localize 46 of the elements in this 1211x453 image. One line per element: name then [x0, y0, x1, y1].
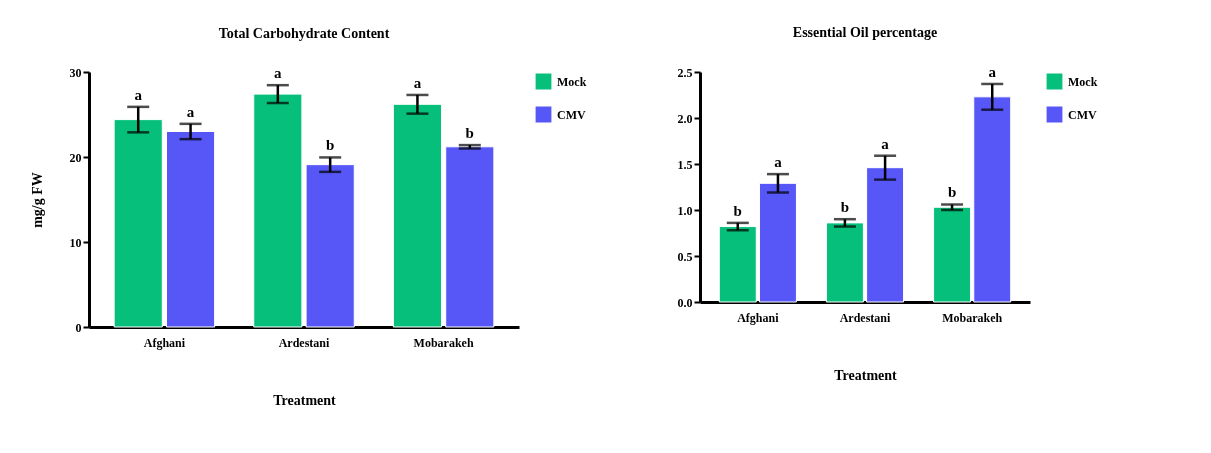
bar — [758, 182, 797, 303]
data-label: a — [881, 135, 890, 152]
x-axis-title: Treatment — [273, 392, 337, 408]
bar — [445, 146, 495, 328]
x-tick-label: Afghani — [737, 310, 780, 325]
data-label: b — [947, 184, 957, 201]
y-tick-label: 1.0 — [677, 203, 693, 218]
data-label: a — [274, 65, 283, 82]
y-axis-title: mg/g FW — [29, 172, 45, 228]
y-tick-label: 30 — [69, 65, 82, 80]
legend-label: Mock — [557, 74, 587, 89]
bar — [973, 96, 1012, 303]
bar — [165, 131, 216, 328]
y-tick-label: 2.0 — [677, 111, 693, 126]
data-label: a — [134, 86, 143, 103]
bar — [305, 164, 355, 328]
data-label: b — [326, 137, 335, 154]
legend-label: CMV — [557, 107, 586, 122]
chart-title: Total Carbohydrate Content — [218, 26, 390, 41]
data-label: a — [413, 74, 422, 91]
data-label: b — [465, 125, 474, 142]
x-tick-label: Ardestani — [839, 310, 891, 325]
y-tick-label: 0 — [75, 320, 82, 335]
data-label: b — [733, 202, 742, 219]
bar — [392, 103, 443, 328]
y-tick-label: 0.5 — [677, 249, 693, 264]
y-tick-label: 10 — [69, 235, 82, 250]
x-tick-label: Ardestani — [278, 335, 330, 350]
x-tick-label: Mobarakeh — [413, 335, 474, 350]
bar — [866, 167, 905, 303]
data-label: a — [988, 63, 997, 80]
legend-label: CMV — [1068, 107, 1097, 122]
x-tick-label: Mobarakeh — [942, 310, 1003, 325]
y-tick-label: 20 — [69, 150, 82, 165]
x-axis-title: Treatment — [834, 367, 898, 383]
data-label: b — [840, 199, 850, 216]
data-label: a — [186, 103, 195, 120]
data-label: a — [774, 154, 783, 171]
bar — [113, 119, 163, 328]
chart-title: Essential Oil percentage — [792, 24, 938, 40]
bar — [253, 93, 303, 328]
y-tick-label: 0.0 — [677, 295, 693, 310]
y-tick-label: 1.5 — [677, 157, 693, 172]
y-tick-label: 2.5 — [677, 65, 693, 80]
legend-label: Mock — [1068, 74, 1098, 89]
x-tick-label: Afghani — [143, 335, 186, 350]
